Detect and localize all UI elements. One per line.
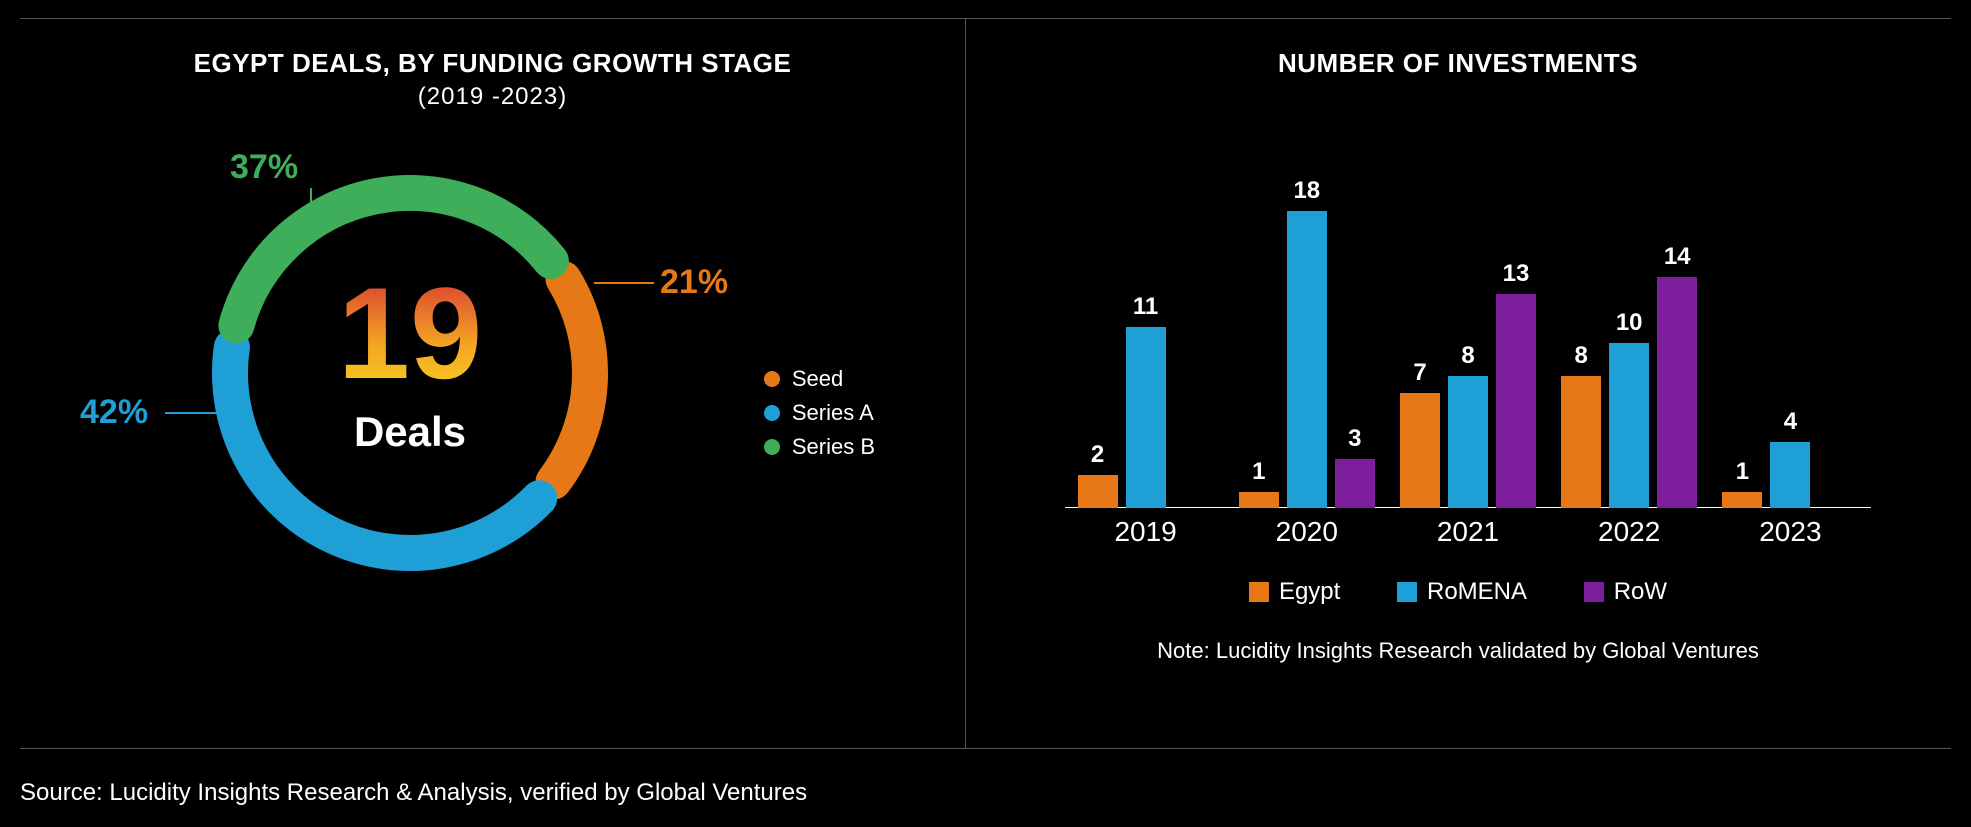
xaxis-label-2020: 2020	[1222, 516, 1392, 548]
bar-label-2022-row: 14	[1657, 243, 1697, 271]
right-title: NUMBER OF INVESTMENTS	[965, 18, 1951, 79]
bar-label-2020-romena: 18	[1287, 177, 1327, 205]
bar-2023-egypt	[1722, 492, 1762, 509]
callout-leader	[310, 188, 312, 213]
bar-2022-romena	[1609, 343, 1649, 508]
callout-seriesa-pct: 42%	[80, 393, 148, 432]
bar-label-2023-romena: 4	[1770, 408, 1810, 436]
legend-label-seed: Seed	[792, 366, 843, 392]
xaxis-label-2023: 2023	[1705, 516, 1875, 548]
bar-legend: Egypt RoMENA RoW	[965, 578, 1951, 609]
bar-2022-row	[1657, 277, 1697, 508]
bar-legend-romena: RoMENA	[1397, 578, 1527, 606]
callout-seed-pct: 21%	[660, 263, 728, 302]
bar-label-2019-egypt: 2	[1078, 441, 1118, 469]
bar-2020-egypt	[1239, 492, 1279, 509]
donut-center-label: Deals	[195, 408, 625, 456]
bar-legend-swatch-romena	[1397, 582, 1417, 602]
legend-item-seriesa: Series A	[764, 400, 875, 426]
legend-swatch-seed	[764, 371, 780, 387]
left-panel: EGYPT DEALS, BY FUNDING GROWTH STAGE (20…	[20, 18, 965, 749]
bar-xaxis: 20192020202120222023	[1065, 508, 1871, 548]
bar-legend-swatch-egypt	[1249, 582, 1269, 602]
donut-legend: Seed Series A Series B	[764, 358, 875, 468]
bar-label-2019-romena: 11	[1126, 293, 1166, 321]
legend-swatch-seriesa	[764, 405, 780, 421]
legend-swatch-seriesb	[764, 439, 780, 455]
bar-label-2020-egypt: 1	[1239, 458, 1279, 486]
bar-legend-row: RoW	[1584, 578, 1667, 606]
xaxis-label-2021: 2021	[1383, 516, 1553, 548]
bar-2021-romena	[1448, 376, 1488, 508]
callout-leader	[165, 412, 225, 414]
bar-label-2022-egypt: 8	[1561, 342, 1601, 370]
bar-2019-egypt	[1078, 475, 1118, 508]
legend-label-seriesb: Series B	[792, 434, 875, 460]
bar-note: Note: Lucidity Insights Research validat…	[965, 638, 1951, 664]
donut-center-number: 19	[195, 268, 625, 398]
legend-item-seriesb: Series B	[764, 434, 875, 460]
left-subtitle: (2019 -2023)	[20, 83, 965, 111]
bar-label-2021-row: 13	[1496, 260, 1536, 288]
xaxis-label-2019: 2019	[1061, 516, 1231, 548]
bar-2020-row	[1335, 459, 1375, 509]
xaxis-label-2022: 2022	[1544, 516, 1714, 548]
donut-chart: 19 Deals	[195, 158, 625, 588]
bar-label-2020-row: 3	[1335, 425, 1375, 453]
bar-legend-label-egypt: Egypt	[1279, 578, 1340, 606]
bar-2021-egypt	[1400, 393, 1440, 509]
legend-item-seed: Seed	[764, 366, 875, 392]
bar-label-2021-romena: 8	[1448, 342, 1488, 370]
callout-seriesb-pct: 37%	[230, 148, 298, 187]
bar-label-2021-egypt: 7	[1400, 359, 1440, 387]
source-line: Source: Lucidity Insights Research & Ana…	[20, 779, 807, 807]
bar-2019-romena	[1126, 327, 1166, 509]
left-title: EGYPT DEALS, BY FUNDING GROWTH STAGE	[20, 18, 965, 79]
callout-leader	[310, 213, 355, 215]
callout-leader	[594, 282, 654, 284]
bar-chart: 211118378138101414	[1065, 178, 1871, 508]
bar-legend-label-romena: RoMENA	[1427, 578, 1527, 606]
bar-legend-swatch-row	[1584, 582, 1604, 602]
bar-legend-label-row: RoW	[1614, 578, 1667, 606]
bar-2021-row	[1496, 294, 1536, 509]
bar-2022-egypt	[1561, 376, 1601, 508]
bar-2020-romena	[1287, 211, 1327, 508]
legend-label-seriesa: Series A	[792, 400, 874, 426]
bar-label-2022-romena: 10	[1609, 309, 1649, 337]
bar-2023-romena	[1770, 442, 1810, 508]
right-panel: NUMBER OF INVESTMENTS 211118378138101414…	[965, 18, 1951, 749]
bar-legend-egypt: Egypt	[1249, 578, 1340, 606]
bar-label-2023-egypt: 1	[1722, 458, 1762, 486]
